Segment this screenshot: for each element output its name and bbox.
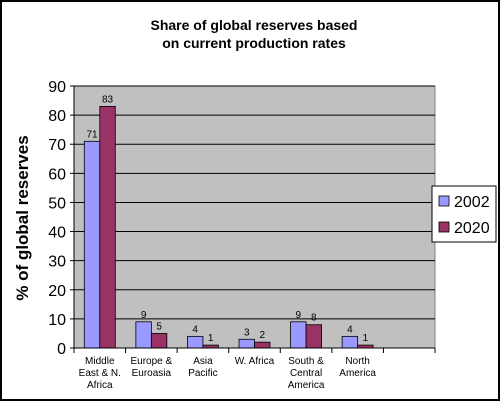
chart-title-line: on current production rates <box>162 35 346 51</box>
bar <box>254 341 271 349</box>
legend-label: 2020 <box>454 220 490 237</box>
bar <box>341 335 359 349</box>
legend: 2002 2020 <box>431 185 497 243</box>
gridlines <box>74 85 435 320</box>
bar <box>150 333 168 349</box>
bar <box>99 105 116 349</box>
data-label: 2 <box>259 330 265 341</box>
category-label-line: Europe & <box>131 356 173 367</box>
category-label-line: North <box>345 356 369 367</box>
category-label-line: Africa <box>87 380 113 391</box>
y-tick-label: 40 <box>48 225 66 242</box>
data-label: 4 <box>192 324 198 335</box>
y-tick-label: 90 <box>48 79 66 96</box>
category-label-line: America <box>339 368 376 379</box>
y-axis-label: % of global reserves <box>13 135 32 300</box>
y-axis-ticks: 0 10 20 30 40 50 60 70 80 90 <box>48 79 74 358</box>
data-label: 83 <box>102 94 114 105</box>
y-tick-label: 60 <box>48 166 66 183</box>
data-label: 4 <box>347 324 353 335</box>
category-label-line: Asia <box>193 356 213 367</box>
data-label: 8 <box>311 313 317 324</box>
category-label-line: Pacific <box>188 368 217 379</box>
data-label: 9 <box>296 310 302 321</box>
legend-box <box>431 185 497 243</box>
category-label: W. Africa <box>235 356 275 367</box>
y-tick-label: 30 <box>48 254 66 271</box>
axes <box>73 86 436 353</box>
bar <box>238 338 255 349</box>
legend-label: 2002 <box>454 194 490 211</box>
category-label-line: America <box>288 380 325 391</box>
bar <box>290 321 307 349</box>
category-label-line: Central <box>290 368 322 379</box>
category-label-line: W. Africa <box>235 356 275 367</box>
y-tick-label: 0 <box>57 341 66 358</box>
chart-title: Share of global reserves based on current… <box>151 17 358 51</box>
data-label: 3 <box>244 327 250 338</box>
data-label: 9 <box>141 310 147 321</box>
category-label: North America <box>339 356 376 379</box>
category-label: Asia Pacific <box>188 356 217 379</box>
category-label-line: Middle <box>85 356 115 367</box>
category-label-line: Euroasia <box>132 368 172 379</box>
bar <box>187 335 204 349</box>
y-tick-label: 10 <box>48 312 66 329</box>
data-labels: 71 9 4 3 9 4 83 5 1 2 8 1 <box>86 94 368 344</box>
category-label-line: South & <box>288 356 324 367</box>
y-tick-label: 80 <box>48 108 66 125</box>
plot-area <box>73 85 436 349</box>
data-label: 1 <box>208 333 214 344</box>
data-label: 71 <box>86 129 98 140</box>
y-tick-label: 20 <box>48 283 66 300</box>
data-label: 1 <box>363 333 369 344</box>
x-axis-categories: Middle East & N. Africa Europe & Euroasia Asi… <box>79 356 377 391</box>
bar <box>305 324 322 349</box>
bar <box>135 321 152 349</box>
legend-swatch <box>438 221 450 233</box>
legend-swatch <box>438 195 450 207</box>
category-label: Middle East & N. Africa <box>79 356 121 391</box>
data-label: 5 <box>156 321 162 332</box>
bar <box>83 140 101 349</box>
y-tick-label: 50 <box>48 195 66 212</box>
y-tick-label: 70 <box>48 137 66 154</box>
chart-title-line: Share of global reserves based <box>151 17 358 33</box>
category-label-line: East & N. <box>79 368 121 379</box>
category-label: South & Central America <box>288 356 325 391</box>
category-label: Europe & Euroasia <box>131 356 173 379</box>
